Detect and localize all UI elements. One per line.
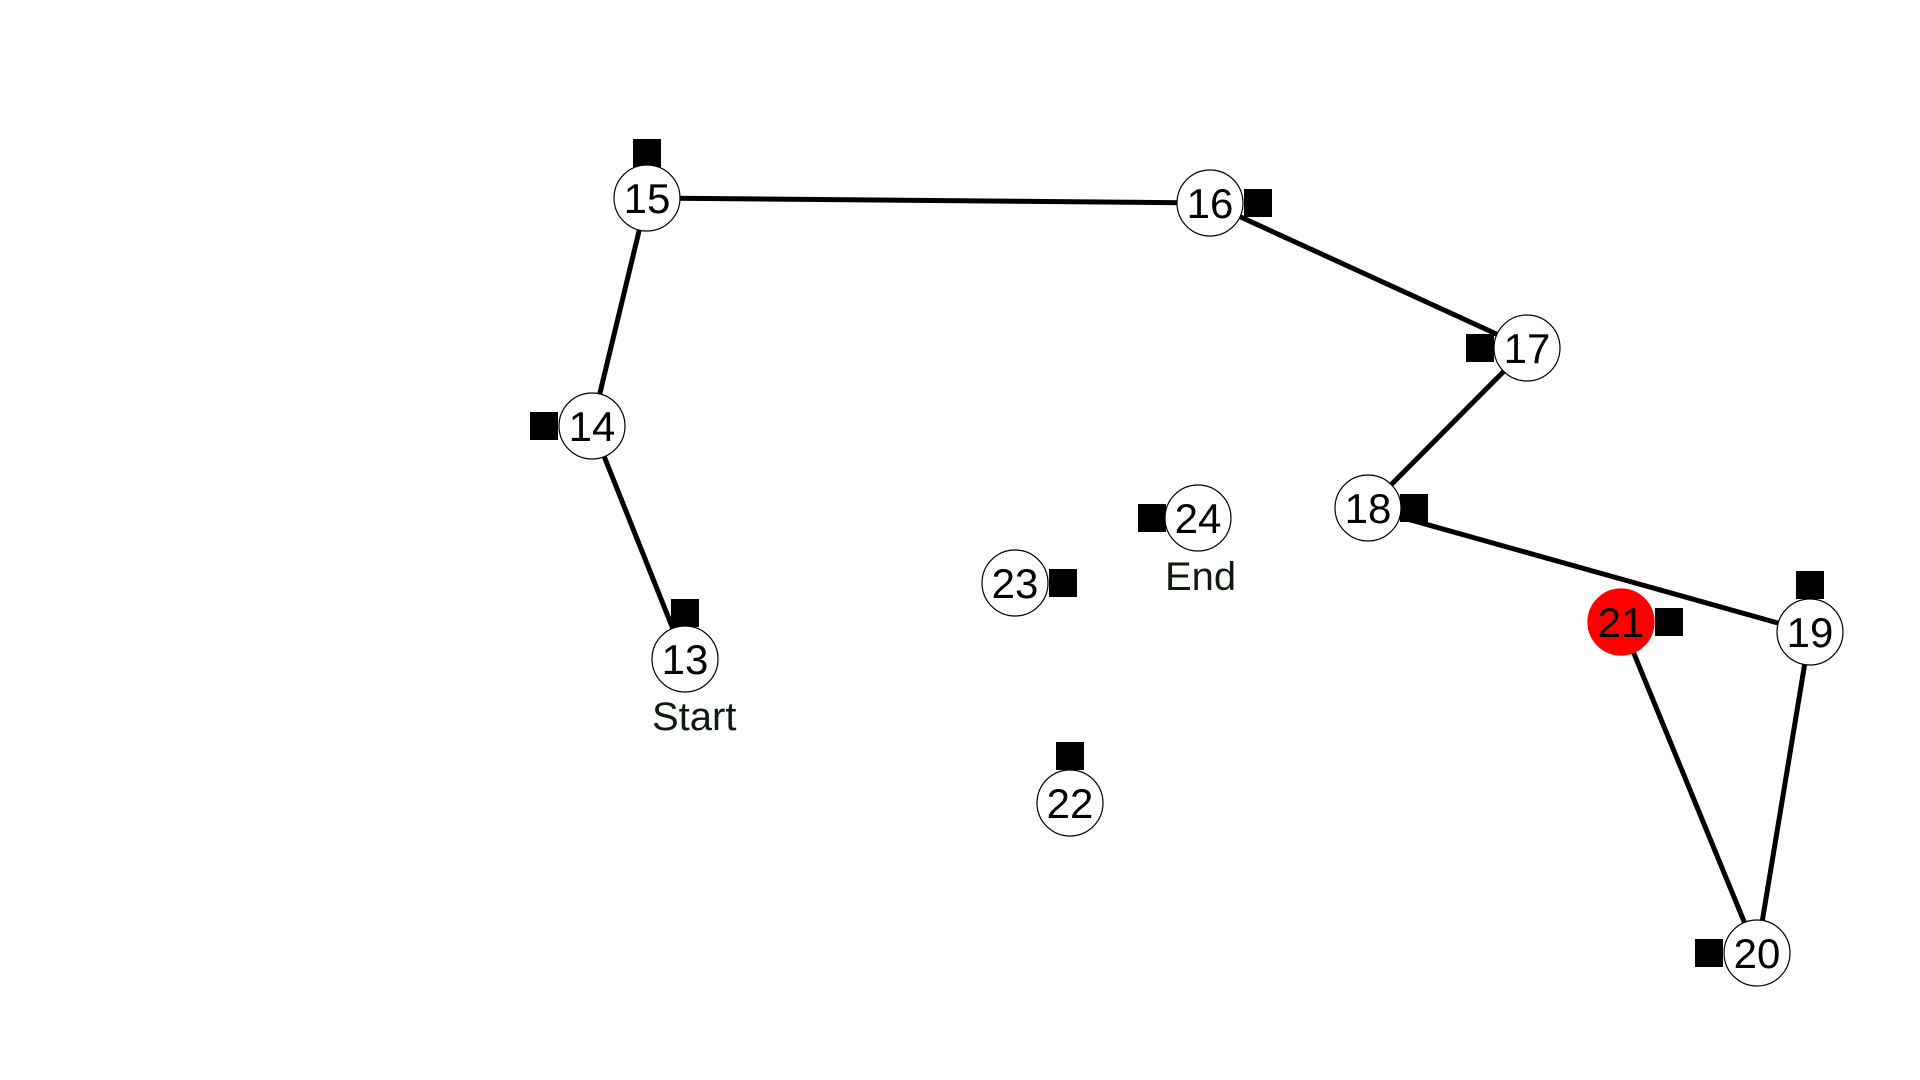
dot-16[interactable]: 16 [1176,169,1244,237]
dot-22[interactable]: 22 [1036,769,1104,837]
dot-15[interactable]: 15 [613,164,681,232]
edge-19-20 [1754,631,1813,954]
dot-circle-20[interactable] [1723,919,1791,987]
dot-number-19: 19 [1787,609,1834,656]
dot-24[interactable]: 24 [1164,484,1232,552]
edge-13-14 [589,425,688,660]
dot-number-21: 21 [1598,599,1645,646]
marker-square-21 [1655,608,1683,636]
dot-number-22: 22 [1047,780,1094,827]
marker-square-19 [1796,571,1824,599]
dot-nodes: 13 14 15 16 17 18 19 20 21 22 23 24 [558,164,1844,987]
dot-circle-19[interactable] [1776,598,1844,666]
start-label: Start [652,695,736,739]
dot-number-15: 15 [624,175,671,222]
dot-circle-15[interactable] [613,164,681,232]
dot-23[interactable]: 23 [981,549,1049,617]
marker-square-17 [1466,334,1494,362]
edge-14-15 [589,197,650,427]
dot-13[interactable]: 13 [651,625,719,693]
edge-15-16 [646,195,1211,206]
dot-circle-14[interactable] [558,392,626,460]
dot-number-13: 13 [662,636,709,683]
dot-circle-24[interactable] [1164,484,1232,552]
edge-18-19 [1367,505,1811,635]
dot-21[interactable]: 21 [1587,588,1655,656]
dot-circle-17[interactable] [1493,314,1561,382]
dot-14[interactable]: 14 [558,392,626,460]
dot-circle-16[interactable] [1176,169,1244,237]
dot-number-20: 20 [1734,930,1781,977]
dot-number-17: 17 [1504,325,1551,372]
dot-number-24: 24 [1175,495,1222,542]
edge-20-21 [1618,621,1760,954]
marker-square-20 [1695,939,1723,967]
edge-17-18 [1366,346,1529,510]
dot-19[interactable]: 19 [1776,598,1844,666]
marker-square-24 [1138,504,1166,532]
marker-square-16 [1244,189,1272,217]
marker-square-15 [633,139,661,167]
dot-circle-22[interactable] [1036,769,1104,837]
path-edges [589,195,1813,954]
anchor-markers [530,139,1824,967]
dot-circle-13[interactable] [651,625,719,693]
dot-number-16: 16 [1187,180,1234,227]
dot-circle-21[interactable] [1587,588,1655,656]
edge-16-17 [1208,200,1529,351]
dot-20[interactable]: 20 [1723,919,1791,987]
dot-number-18: 18 [1345,485,1392,532]
dot-circle-23[interactable] [981,549,1049,617]
marker-square-18 [1400,494,1428,522]
dot-number-23: 23 [992,560,1039,607]
marker-square-23 [1049,569,1077,597]
dot-17[interactable]: 17 [1493,314,1561,382]
marker-square-14 [530,412,558,440]
end-label: End [1165,555,1236,599]
dot-18[interactable]: 18 [1334,474,1402,542]
dot-number-14: 14 [569,403,616,450]
marker-square-13 [671,599,699,627]
dot-circle-18[interactable] [1334,474,1402,542]
marker-square-22 [1056,742,1084,770]
